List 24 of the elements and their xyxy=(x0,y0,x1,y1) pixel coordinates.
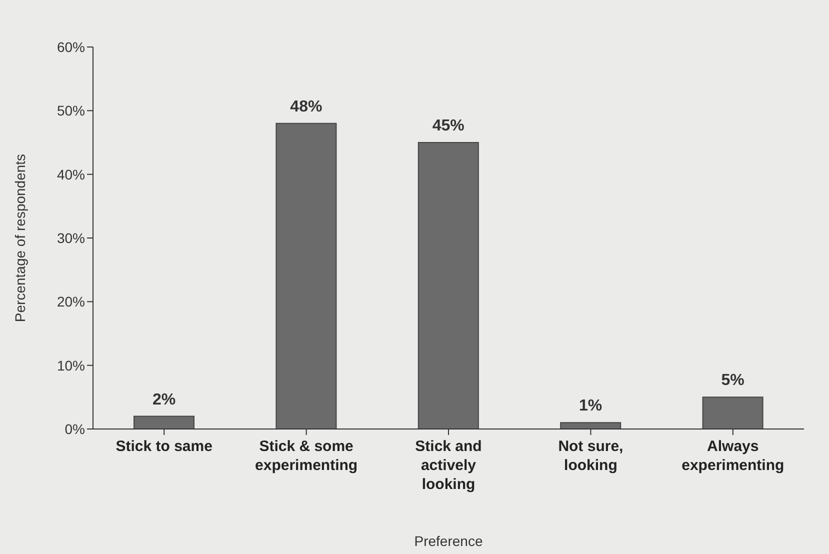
bar xyxy=(418,142,479,429)
y-tick-label: 30% xyxy=(56,230,85,246)
x-tick-label: Always experimenting xyxy=(682,438,784,474)
y-tick-label: 60% xyxy=(56,38,85,55)
x-axis-title: Preference xyxy=(414,533,483,549)
bar xyxy=(702,396,764,429)
x-tick-label: Stick & some experimenting xyxy=(255,438,358,474)
x-tick-label: Stick to same xyxy=(116,438,212,455)
y-tick-label: 10% xyxy=(56,357,85,374)
y-tick-label: 20% xyxy=(56,294,85,310)
data-label: 1% xyxy=(579,398,602,415)
data-label: 45% xyxy=(432,118,464,134)
x-tick-label: Not sure, looking xyxy=(558,438,624,474)
data-label: 48% xyxy=(290,98,322,116)
data-label: 2% xyxy=(152,391,176,408)
bar xyxy=(134,416,194,429)
bar xyxy=(560,422,622,429)
y-tick-label: 40% xyxy=(56,166,85,182)
bar xyxy=(276,122,337,429)
y-axis-title: Percentage of respondents xyxy=(12,154,28,322)
y-tick-label: 0% xyxy=(64,420,85,437)
data-label: 5% xyxy=(721,372,744,390)
y-tick-label: 50% xyxy=(56,102,85,119)
x-tick-label: Stick and actively looking xyxy=(415,438,482,493)
